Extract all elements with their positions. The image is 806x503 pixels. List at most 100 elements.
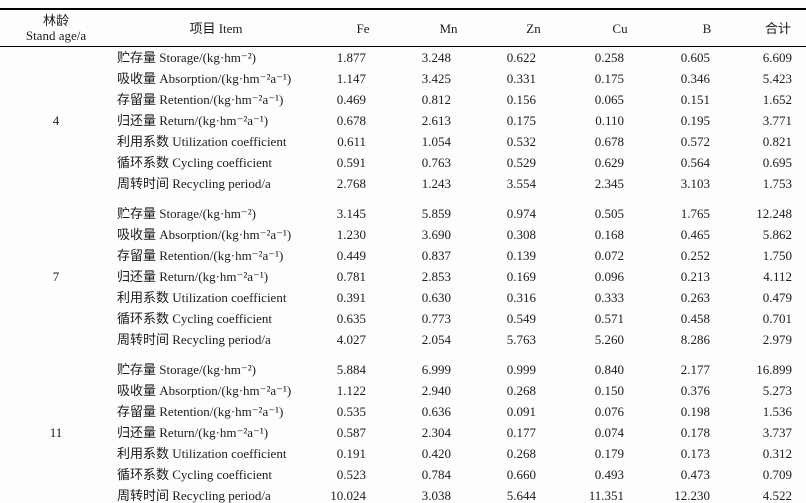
value-cell: 0.812 bbox=[421, 92, 451, 107]
col-header-item: 项目 Item bbox=[112, 9, 320, 47]
value-cell: 2.979 bbox=[762, 332, 792, 347]
table-row: 循环系数 Cycling coefficient 0.591 0.763 0.529 0… bbox=[0, 152, 806, 173]
value-cell: 0.150 bbox=[594, 383, 624, 398]
table-row: 存留量 Retention/(kg·hm⁻²a⁻¹) 0.469 0.812 0.15… bbox=[0, 89, 806, 110]
value-cell: 3.103 bbox=[680, 176, 710, 191]
value-cell: 0.473 bbox=[680, 467, 710, 482]
table-row: 利用系数 Utilization coefficient 0.191 0.420 0.… bbox=[0, 443, 806, 464]
value-cell: 0.074 bbox=[594, 425, 624, 440]
item-label: 循环系数 Cycling coefficient bbox=[117, 467, 273, 482]
value-cell: 0.346 bbox=[680, 71, 710, 86]
value-cell: 0.695 bbox=[762, 155, 792, 170]
value-cell: 0.333 bbox=[594, 290, 624, 305]
table-row: 周转时间 Recycling period/a 2.768 1.243 3.554 2.… bbox=[0, 173, 806, 194]
value-cell: 0.072 bbox=[594, 248, 624, 263]
item-label: 利用系数 Utilization coefficient bbox=[117, 290, 287, 305]
value-cell: 0.549 bbox=[506, 311, 536, 326]
table-header: 林龄 Stand age/a 项目 Item Fe Mn Zn Cu B 合计 bbox=[0, 9, 806, 47]
value-cell: 0.110 bbox=[595, 113, 624, 128]
item-label: 循环系数 Cycling coefficient bbox=[117, 311, 273, 326]
item-label: 周转时间 Recycling period/a bbox=[117, 332, 271, 347]
value-cell: 1.243 bbox=[421, 176, 451, 191]
value-cell: 5.423 bbox=[762, 71, 792, 86]
value-cell: 0.175 bbox=[506, 113, 536, 128]
value-cell: 0.065 bbox=[594, 92, 624, 107]
value-cell: 0.564 bbox=[680, 155, 710, 170]
value-cell: 4.112 bbox=[763, 269, 792, 284]
value-cell: 0.168 bbox=[594, 227, 624, 242]
value-cell: 5.260 bbox=[594, 332, 624, 347]
value-cell: 4.522 bbox=[762, 488, 792, 503]
value-cell: 1.765 bbox=[680, 206, 710, 221]
value-cell: 0.837 bbox=[421, 248, 451, 263]
value-cell: 1.750 bbox=[762, 248, 792, 263]
value-cell: 0.701 bbox=[762, 311, 792, 326]
value-cell: 3.690 bbox=[421, 227, 451, 242]
value-cell: 0.331 bbox=[506, 71, 536, 86]
value-cell: 0.151 bbox=[680, 92, 710, 107]
value-cell: 0.258 bbox=[594, 50, 624, 65]
value-cell: 0.096 bbox=[594, 269, 624, 284]
col-header-fe: Fe bbox=[320, 9, 406, 47]
value-cell: 0.308 bbox=[506, 227, 536, 242]
value-cell: 6.999 bbox=[421, 362, 451, 377]
value-cell: 11.351 bbox=[588, 488, 624, 503]
value-cell: 0.312 bbox=[762, 446, 792, 461]
value-cell: 0.635 bbox=[336, 311, 366, 326]
value-cell: 12.248 bbox=[756, 206, 792, 221]
value-cell: 0.263 bbox=[680, 290, 710, 305]
col-header-cu: Cu bbox=[576, 9, 664, 47]
value-cell: 0.572 bbox=[680, 134, 710, 149]
table-row: 周转时间 Recycling period/a 10.024 3.038 5.644 1… bbox=[0, 485, 806, 503]
col-header-zn: Zn bbox=[491, 9, 576, 47]
header-row: 林龄 Stand age/a 项目 Item Fe Mn Zn Cu B 合计 bbox=[0, 9, 806, 47]
item-label: 贮存量 Storage/(kg·hm⁻²) bbox=[117, 362, 256, 377]
value-cell: 0.469 bbox=[336, 92, 366, 107]
value-cell: 0.974 bbox=[506, 206, 536, 221]
value-cell: 3.145 bbox=[336, 206, 366, 221]
value-cell: 0.505 bbox=[594, 206, 624, 221]
value-cell: 1.877 bbox=[336, 50, 366, 65]
item-label: 吸收量 Absorption/(kg·hm⁻²a⁻¹) bbox=[117, 71, 292, 86]
value-cell: 0.479 bbox=[762, 290, 792, 305]
value-cell: 0.821 bbox=[762, 134, 792, 149]
stand-age-header-zh: 林龄 bbox=[42, 13, 69, 28]
value-cell: 0.535 bbox=[336, 404, 366, 419]
value-cell: 6.609 bbox=[762, 50, 792, 65]
value-cell: 2.054 bbox=[421, 332, 451, 347]
item-label: 归还量 Return/(kg·hm⁻²a⁻¹) bbox=[117, 113, 269, 128]
value-cell: 12.230 bbox=[674, 488, 710, 503]
value-cell: 0.678 bbox=[594, 134, 624, 149]
item-label: 存留量 Retention/(kg·hm⁻²a⁻¹) bbox=[117, 92, 284, 107]
stand-age-value: 7 bbox=[52, 269, 60, 284]
value-cell: 2.940 bbox=[421, 383, 451, 398]
value-cell: 0.458 bbox=[680, 311, 710, 326]
value-cell: 0.156 bbox=[506, 92, 536, 107]
table-row: 4 贮存量 Storage/(kg·hm⁻²) 1.877 3.248 0.622 0.2… bbox=[0, 47, 806, 128]
value-cell: 10.024 bbox=[330, 488, 366, 503]
value-cell: 0.605 bbox=[680, 50, 710, 65]
value-cell: 0.763 bbox=[421, 155, 451, 170]
value-cell: 3.248 bbox=[421, 50, 451, 65]
value-cell: 5.273 bbox=[762, 383, 792, 398]
value-cell: 0.252 bbox=[680, 248, 710, 263]
table-body: 4 贮存量 Storage/(kg·hm⁻²) 1.877 3.248 0.622 0.2… bbox=[0, 47, 806, 503]
item-label: 利用系数 Utilization coefficient bbox=[117, 134, 287, 149]
value-cell: 2.345 bbox=[594, 176, 624, 191]
table-row: 周转时间 Recycling period/a 4.027 2.054 5.763 5.… bbox=[0, 329, 806, 350]
table-row: 循环系数 Cycling coefficient 0.523 0.784 0.660 0… bbox=[0, 464, 806, 485]
value-cell: 0.773 bbox=[421, 311, 451, 326]
item-label: 吸收量 Absorption/(kg·hm⁻²a⁻¹) bbox=[117, 227, 292, 242]
stand-age-header-en: Stand age/a bbox=[25, 28, 87, 43]
value-cell: 0.630 bbox=[421, 290, 451, 305]
value-cell: 5.644 bbox=[506, 488, 536, 503]
item-label: 贮存量 Storage/(kg·hm⁻²) bbox=[117, 206, 256, 221]
item-label: 存留量 Retention/(kg·hm⁻²a⁻¹) bbox=[117, 404, 284, 419]
item-label: 存留量 Retention/(kg·hm⁻²a⁻¹) bbox=[117, 248, 284, 263]
value-cell: 0.523 bbox=[336, 467, 366, 482]
value-cell: 0.268 bbox=[506, 446, 536, 461]
value-cell: 0.629 bbox=[594, 155, 624, 170]
value-cell: 0.376 bbox=[680, 383, 710, 398]
item-label: 归还量 Return/(kg·hm⁻²a⁻¹) bbox=[117, 425, 269, 440]
